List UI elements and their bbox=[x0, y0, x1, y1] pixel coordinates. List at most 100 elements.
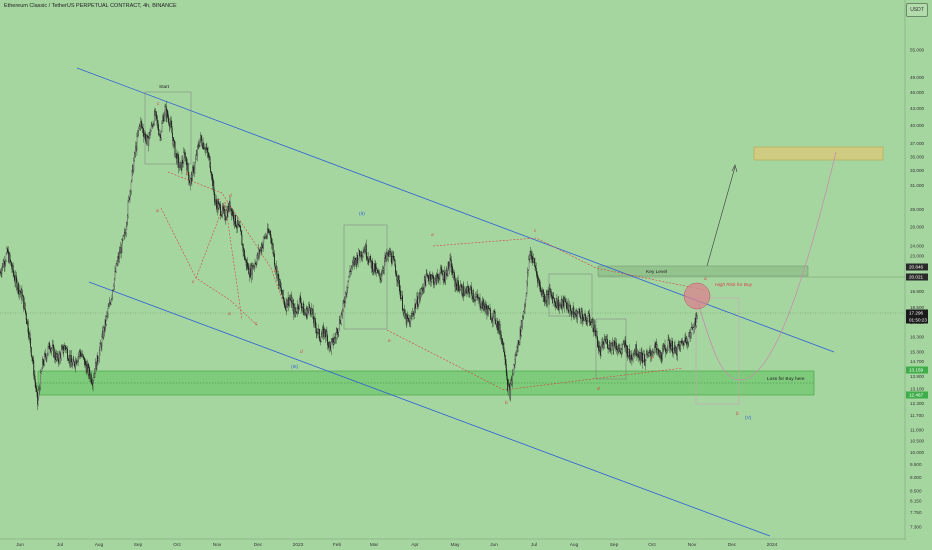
candle-body bbox=[262, 244, 263, 248]
candle-body bbox=[142, 127, 143, 129]
wave-a4: a bbox=[704, 277, 707, 282]
candle-body bbox=[605, 339, 607, 343]
candle-body bbox=[274, 263, 276, 268]
candle-body bbox=[483, 305, 485, 310]
candle-body bbox=[2, 263, 4, 267]
candle-body bbox=[322, 327, 324, 330]
candle-body bbox=[683, 343, 685, 346]
candle-body bbox=[17, 283, 19, 289]
candle-body bbox=[675, 347, 677, 352]
x-tick-label: Oct bbox=[173, 542, 181, 548]
candle-body bbox=[220, 205, 222, 216]
candle-body bbox=[525, 299, 527, 305]
candle-body bbox=[467, 286, 469, 288]
candle-body bbox=[622, 343, 623, 349]
candle-body bbox=[517, 347, 518, 349]
candle-body bbox=[153, 111, 155, 125]
candle-body bbox=[311, 308, 313, 313]
candle-body bbox=[200, 135, 202, 139]
candle-body bbox=[408, 320, 410, 322]
candle-body bbox=[588, 313, 590, 316]
candle-body bbox=[103, 327, 105, 332]
projection-arrow-head bbox=[731, 164, 738, 173]
candle-body bbox=[360, 251, 362, 257]
candle-body bbox=[97, 360, 99, 363]
candle-body bbox=[90, 374, 92, 383]
y-tick-label: 11.000 bbox=[910, 428, 924, 433]
candle-body bbox=[517, 340, 519, 349]
candle-body bbox=[637, 354, 638, 357]
candle-body bbox=[355, 258, 357, 260]
candle-body bbox=[326, 331, 328, 336]
candle-body bbox=[155, 111, 157, 116]
candle-body bbox=[22, 295, 24, 297]
time-axis[interactable]: Jun Jul Aug Sep Oct Nov Dec 2023 Feb Mar Apr May Jun… bbox=[16, 542, 778, 548]
candle-body bbox=[235, 215, 237, 226]
candle-body bbox=[196, 154, 198, 156]
price-tag-bg bbox=[906, 316, 928, 324]
candle-body bbox=[200, 135, 202, 140]
candle-body bbox=[281, 291, 283, 295]
candle-body bbox=[662, 348, 663, 360]
candle-body bbox=[211, 174, 213, 177]
candle-body bbox=[90, 374, 92, 379]
candle-body bbox=[307, 310, 308, 318]
candle-body bbox=[532, 256, 533, 263]
candle-body bbox=[681, 341, 683, 343]
candle-body bbox=[398, 275, 400, 281]
candle-body bbox=[210, 167, 212, 173]
candle-body bbox=[562, 301, 563, 308]
candle-body bbox=[539, 285, 541, 287]
candle-body bbox=[299, 296, 301, 299]
candle-body bbox=[555, 302, 557, 308]
candle-body bbox=[489, 308, 491, 311]
currency-button[interactable]: USDT bbox=[906, 3, 928, 17]
candle-body bbox=[445, 273, 447, 281]
candle-body bbox=[607, 339, 608, 349]
candle-body bbox=[164, 106, 166, 116]
candle-body bbox=[487, 306, 489, 314]
candle-body bbox=[465, 290, 467, 292]
candle-body bbox=[57, 354, 58, 358]
candle-body bbox=[327, 342, 329, 346]
candle-body bbox=[174, 142, 176, 157]
candle-body bbox=[578, 309, 580, 313]
candle-body bbox=[363, 249, 365, 252]
candle-body bbox=[441, 269, 443, 274]
candle-body bbox=[77, 356, 79, 362]
candle-body bbox=[12, 264, 14, 273]
candle-body bbox=[450, 258, 452, 261]
candle-body bbox=[180, 162, 182, 166]
candle-body bbox=[460, 284, 462, 286]
candle-body bbox=[351, 266, 353, 269]
candle-body bbox=[683, 340, 685, 346]
candle-body bbox=[285, 299, 287, 310]
candle-body bbox=[368, 258, 370, 263]
candle-body bbox=[315, 327, 317, 334]
y-tick-label: 23.000 bbox=[910, 253, 924, 258]
candle-body bbox=[657, 348, 659, 350]
candle-body bbox=[237, 220, 239, 226]
candle-body bbox=[543, 293, 545, 302]
candle-body bbox=[660, 352, 662, 359]
candle-body bbox=[603, 339, 605, 345]
candle-body bbox=[555, 298, 557, 308]
candle-body bbox=[214, 200, 216, 203]
candle-body bbox=[402, 295, 403, 310]
candle-body bbox=[528, 258, 530, 260]
candle-body bbox=[628, 349, 630, 356]
candle-body bbox=[569, 305, 571, 307]
candle-body bbox=[263, 236, 265, 243]
candle-body bbox=[193, 169, 195, 174]
candle-body bbox=[72, 359, 74, 365]
candle-body bbox=[235, 225, 237, 228]
candle-body bbox=[156, 114, 158, 121]
candle-body bbox=[34, 376, 36, 383]
candle-body bbox=[587, 315, 589, 321]
candle-body bbox=[118, 251, 120, 260]
candle-body bbox=[510, 379, 512, 384]
candle-body bbox=[567, 303, 569, 311]
price-tag-label: 17.296 bbox=[909, 311, 923, 316]
candle-body bbox=[427, 275, 428, 277]
